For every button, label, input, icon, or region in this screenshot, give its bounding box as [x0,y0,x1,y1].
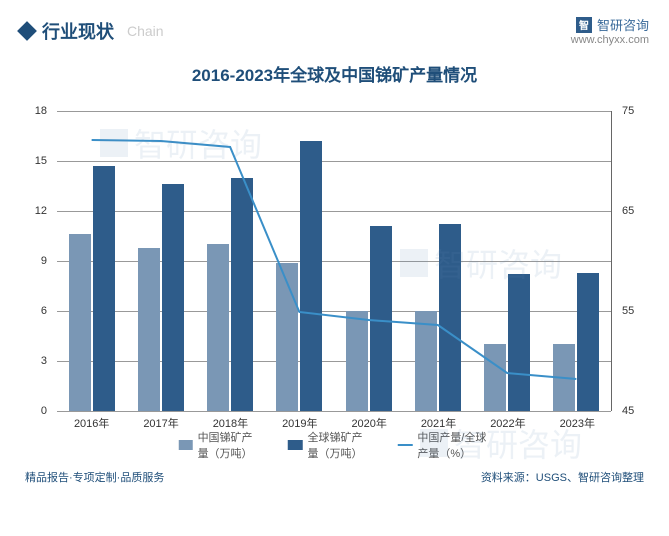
y-left-tick: 3 [41,355,47,367]
bar-global [508,274,530,411]
y-left-tick: 18 [35,105,47,117]
chart-title: 2016-2023年全球及中国锑矿产量情况 [0,61,669,86]
footer: 精品报告·专项定制·品质服务 资料来源：USGS、智研咨询整理 [0,461,669,495]
bar-global [231,178,253,411]
chart-container: 0369121518 45556575 2016年2017年2018年2019年… [22,101,647,461]
website: www.chyxx.com [571,34,649,46]
brand-row: 智 智研咨询 [571,15,649,34]
bar-china [346,311,368,411]
y-left-tick: 9 [41,255,47,267]
y-left-tick: 0 [41,405,47,417]
bar-group [344,226,394,411]
y-right-tick: 45 [622,405,634,417]
brand-name: 智研咨询 [597,15,649,34]
section-title: 行业现状 [42,18,114,44]
legend: 中国锑矿产量（万吨） 全球锑矿产量（万吨） 中国产量/全球产量（%） [178,429,491,461]
y-right-tick: 65 [622,205,634,217]
y-axis-left: 0369121518 [22,111,52,411]
bar-group [551,273,601,411]
y-right-tick: 55 [622,305,634,317]
bars-container [57,111,611,411]
legend-label-global: 全球锑矿产量（万吨） [307,429,373,461]
bar-group [413,224,463,411]
legend-label-china: 中国锑矿产量（万吨） [198,429,264,461]
bar-global [439,224,461,411]
bar-china [138,248,160,411]
legend-swatch-global [288,440,302,450]
section-subtitle: Chain [127,23,164,39]
header-right: 智 智研咨询 www.chyxx.com [571,15,649,46]
bar-group [205,178,255,411]
legend-label-ratio: 中国产量/全球产量（%） [417,429,490,461]
plot-area [57,111,612,411]
y-left-tick: 15 [35,155,47,167]
bar-china [553,344,575,411]
bar-china [276,263,298,411]
bar-china [69,234,91,411]
y-left-tick: 12 [35,205,47,217]
bar-global [162,184,184,411]
bar-group [67,166,117,411]
bar-global [370,226,392,411]
y-right-tick: 75 [622,105,634,117]
bar-global [93,166,115,411]
brand-icon: 智 [576,17,592,33]
bar-global [577,273,599,411]
bar-china [484,344,506,411]
diamond-icon [17,21,37,41]
gridline [57,411,611,412]
x-label: 2023年 [552,415,602,431]
y-left-tick: 6 [41,305,47,317]
bar-china [207,244,229,411]
bar-group [482,274,532,411]
bar-global [300,141,322,411]
legend-item-china: 中国锑矿产量（万吨） [178,429,263,461]
footer-left: 精品报告·专项定制·品质服务 [25,469,164,485]
bar-china [415,311,437,411]
x-label: 2016年 [67,415,117,431]
header-left: 行业现状 Chain [20,18,164,44]
legend-swatch-china [178,440,192,450]
legend-item-global: 全球锑矿产量（万吨） [288,429,373,461]
bar-group [136,184,186,411]
legend-line-ratio [398,444,412,446]
footer-right: 资料来源：USGS、智研咨询整理 [481,469,644,485]
y-axis-right: 45556575 [617,111,647,411]
legend-item-ratio: 中国产量/全球产量（%） [398,429,491,461]
header: 行业现状 Chain 智 智研咨询 www.chyxx.com [0,0,669,51]
bar-group [274,141,324,411]
